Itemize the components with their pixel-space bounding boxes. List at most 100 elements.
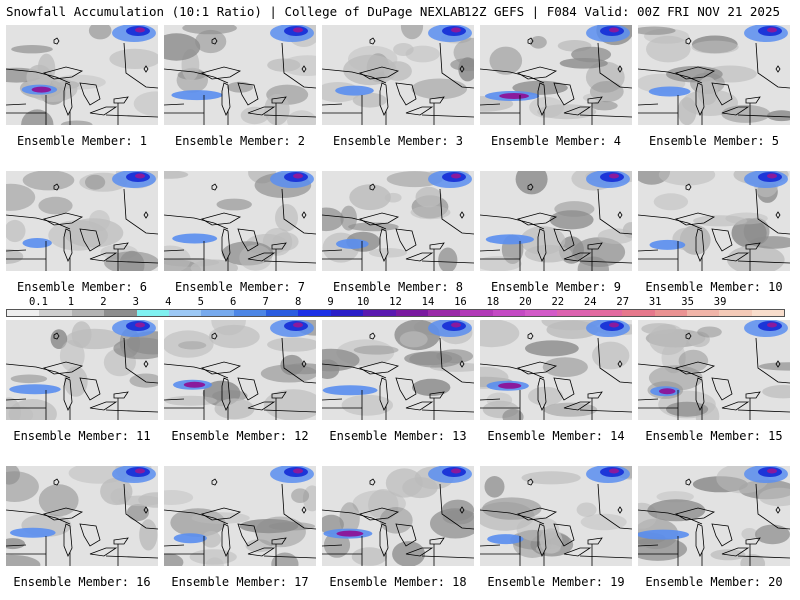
snowfall-map	[322, 171, 474, 271]
snowfall-map	[164, 171, 316, 271]
colorbar-swatch	[751, 310, 784, 316]
snowfall-map	[6, 320, 158, 420]
snowfall-map	[480, 25, 632, 125]
ensemble-member-map	[638, 466, 790, 566]
snowfall-map	[164, 320, 316, 420]
colorbar-swatch	[363, 310, 396, 316]
ensemble-member-label: Ensemble Member: 3	[332, 134, 464, 148]
snowfall-map	[638, 25, 790, 125]
snowfall-map	[638, 320, 790, 420]
ensemble-member-map	[480, 25, 632, 125]
colorbar-swatch	[719, 310, 752, 316]
colorbar-swatch	[622, 310, 655, 316]
colorbar-swatch	[460, 310, 493, 316]
colorbar-tick-label: 4	[165, 296, 172, 308]
ensemble-member-map	[164, 320, 316, 420]
colorbar-tick-label: 1	[67, 296, 75, 308]
ensemble-member-label: Ensemble Member: 13	[329, 429, 467, 443]
colorbar-tick-label: 7	[262, 296, 269, 308]
colorbar-tick-label: 20	[519, 296, 532, 308]
ensemble-member-label: Ensemble Member: 10	[645, 280, 783, 294]
ensemble-member-map	[638, 320, 790, 420]
colorbar-tick-label: 10	[356, 296, 370, 308]
snowfall-map	[164, 466, 316, 566]
ensemble-member-label: Ensemble Member: 14	[487, 429, 625, 443]
colorbar-swatch	[39, 310, 72, 316]
ensemble-member-label: Ensemble Member: 8	[332, 280, 464, 294]
colorbar-tick-label: 39	[713, 296, 727, 308]
colorbar-tick-label: 35	[681, 296, 694, 308]
colorbar-tick-label: 22	[551, 296, 565, 308]
colorbar-swatch	[233, 310, 266, 316]
snowfall-map	[322, 320, 474, 420]
ensemble-member-map	[480, 171, 632, 271]
snowfall-map	[638, 171, 790, 271]
ensemble-member-map	[322, 25, 474, 125]
colorbar-tick-label: 6	[230, 296, 237, 308]
ensemble-member-map	[638, 25, 790, 125]
colorbar-swatch	[136, 310, 169, 316]
snowfall-map	[6, 466, 158, 566]
ensemble-member-label: Ensemble Member: 11	[13, 429, 151, 443]
ensemble-member-label: Ensemble Member: 17	[171, 575, 309, 589]
ensemble-member-label: Ensemble Member: 9	[490, 280, 622, 294]
colorbar-tick-label: 9	[327, 296, 334, 308]
ensemble-member-map	[322, 466, 474, 566]
colorbar-swatch	[71, 310, 105, 316]
ensemble-member-label: Ensemble Member: 12	[171, 429, 309, 443]
ensemble-member-map	[164, 171, 316, 271]
colorbar-tick-label: 3	[132, 296, 139, 308]
ensemble-member-label: Ensemble Member: 6	[16, 280, 148, 294]
colorbar-tick-label: 5	[197, 296, 204, 308]
ensemble-member-map	[6, 171, 158, 271]
ensemble-member-map	[6, 320, 158, 420]
colorbar-tick-label: 14	[421, 296, 435, 308]
snowfall-map	[480, 320, 632, 420]
ensemble-member-label: Ensemble Member: 7	[174, 280, 306, 294]
colorbar-swatch	[492, 310, 525, 316]
colorbar-tick-label: 0.1	[28, 296, 48, 308]
ensemble-member-label: Ensemble Member: 18	[329, 575, 467, 589]
colorbar-tick-label: 2	[100, 296, 107, 308]
colorbar-tick-label: 24	[583, 296, 597, 308]
ensemble-member-map	[164, 25, 316, 125]
ensemble-member-map	[322, 320, 474, 420]
ensemble-member-map	[164, 466, 316, 566]
ensemble-member-label: Ensemble Member: 15	[645, 429, 783, 443]
colorbar-tick-label: 16	[454, 296, 467, 308]
colorbar-swatch	[525, 310, 558, 316]
snowfall-map	[6, 171, 158, 271]
ensemble-member-map	[6, 466, 158, 566]
colorbar-swatch	[427, 310, 461, 316]
colorbar-swatch	[7, 310, 40, 316]
colorbar-tick-label: 31	[648, 296, 662, 308]
ensemble-member-label: Ensemble Member: 19	[487, 575, 625, 589]
colorbar-swatch	[298, 310, 331, 316]
snowfall-map	[322, 466, 474, 566]
colorbar-swatch	[168, 310, 202, 316]
snowfall-colorbar	[6, 309, 785, 317]
snowfall-map	[638, 466, 790, 566]
ensemble-member-label: Ensemble Member: 20	[645, 575, 783, 589]
ensemble-member-label: Ensemble Member: 4	[490, 134, 622, 148]
colorbar-tick-label: 12	[389, 296, 402, 308]
colorbar-tick-label: 27	[616, 296, 630, 308]
ensemble-member-map	[6, 25, 158, 125]
ensemble-member-label: Ensemble Member: 5	[648, 134, 780, 148]
snowfall-map	[480, 171, 632, 271]
model-run-info: 12Z GEFS | F084 Valid: 00Z FRI NOV 21 20…	[463, 4, 780, 19]
colorbar-swatch	[686, 310, 720, 316]
ensemble-member-map	[480, 320, 632, 420]
ensemble-member-label: Ensemble Member: 2	[174, 134, 306, 148]
ensemble-member-map	[322, 171, 474, 271]
colorbar-swatch	[104, 310, 137, 316]
colorbar-swatch	[557, 310, 590, 316]
colorbar-tick-label: 18	[486, 296, 500, 308]
chart-title: Snowfall Accumulation (10:1 Ratio) | Col…	[6, 4, 466, 19]
ensemble-member-label: Ensemble Member: 1	[16, 134, 148, 148]
colorbar-swatch	[266, 310, 299, 316]
colorbar-tick-label: 8	[294, 296, 302, 308]
snowfall-map	[322, 25, 474, 125]
colorbar-swatch	[589, 310, 623, 316]
snowfall-map	[480, 466, 632, 566]
